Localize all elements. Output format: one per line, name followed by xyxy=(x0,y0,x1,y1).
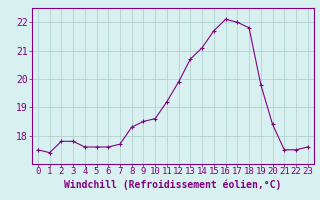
X-axis label: Windchill (Refroidissement éolien,°C): Windchill (Refroidissement éolien,°C) xyxy=(64,179,282,190)
